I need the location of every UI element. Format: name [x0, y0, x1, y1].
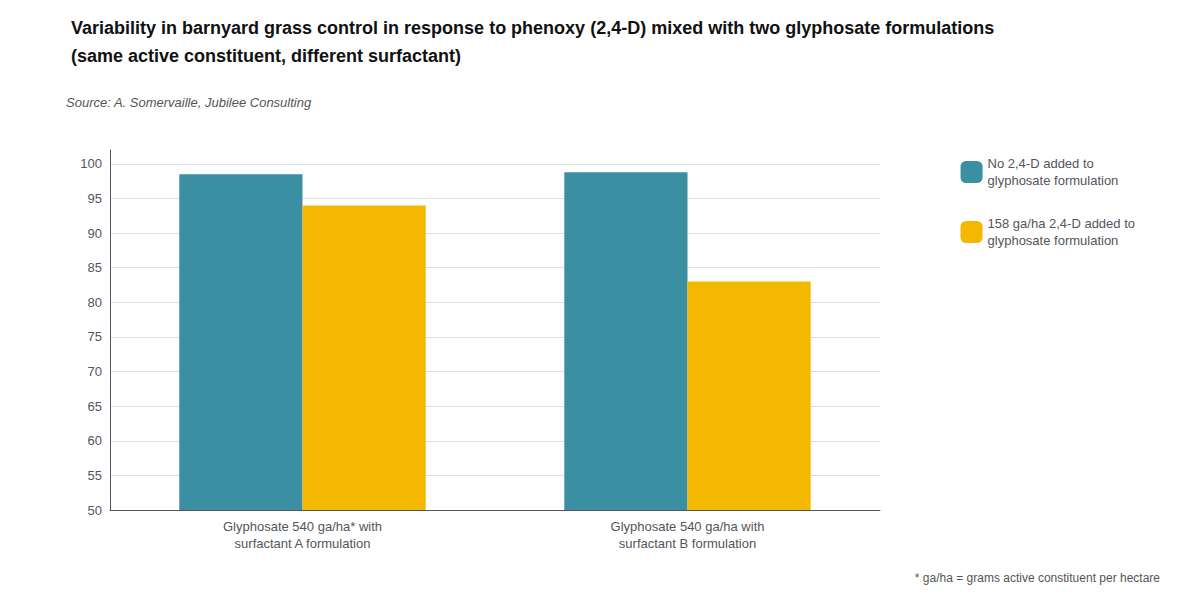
svg-text:glyphosate formulation: glyphosate formulation: [988, 173, 1119, 188]
svg-text:95: 95: [88, 191, 102, 206]
svg-text:(same active constituent, diff: (same active constituent, different surf…: [71, 46, 461, 66]
svg-text:surfactant A formulation: surfactant A formulation: [235, 536, 371, 551]
svg-text:158 ga/ha 2,4-D added to: 158 ga/ha 2,4-D added to: [988, 216, 1135, 231]
svg-text:60: 60: [88, 433, 102, 448]
svg-text:glyphosate formulation: glyphosate formulation: [988, 233, 1119, 248]
svg-text:Glyphosate 540 ga/ha* with: Glyphosate 540 ga/ha* with: [223, 519, 382, 534]
svg-text:90: 90: [88, 226, 102, 241]
svg-text:No 2,4-D added to: No 2,4-D added to: [988, 156, 1094, 171]
svg-text:Source: A. Somervaille, Jubile: Source: A. Somervaille, Jubilee Consulti…: [66, 95, 312, 110]
svg-text:85: 85: [88, 260, 102, 275]
svg-text:* ga/ha = grams active constit: * ga/ha = grams active constituent per h…: [915, 571, 1160, 585]
svg-text:surfactant B formulation: surfactant B formulation: [619, 536, 756, 551]
svg-text:55: 55: [88, 468, 102, 483]
svg-text:75: 75: [88, 329, 102, 344]
svg-text:50: 50: [88, 503, 102, 518]
svg-text:Variability in barnyard grass: Variability in barnyard grass control in…: [71, 18, 994, 38]
svg-text:Glyphosate 540 ga/ha with: Glyphosate 540 ga/ha with: [611, 519, 765, 534]
svg-text:65: 65: [88, 399, 102, 414]
svg-text:70: 70: [88, 364, 102, 379]
svg-text:100: 100: [80, 156, 102, 171]
svg-text:80: 80: [88, 295, 102, 310]
